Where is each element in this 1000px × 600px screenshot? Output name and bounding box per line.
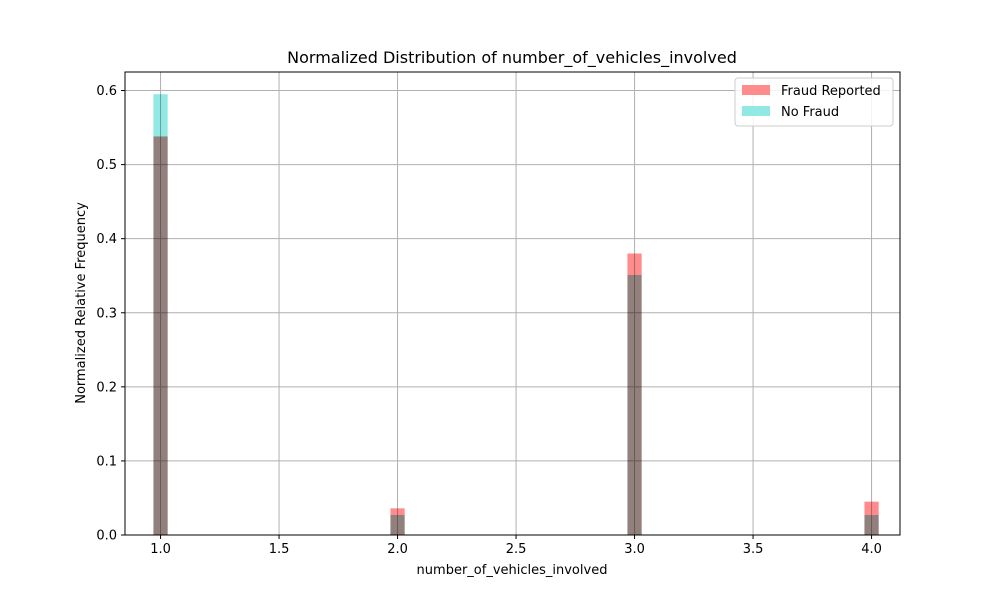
legend-swatch-0 <box>742 85 770 95</box>
y-axis-label: Normalized Relative Frequency <box>74 202 89 404</box>
x-tick-label-1: 1.5 <box>269 542 290 557</box>
y-tick-label-3: 0.3 <box>96 306 117 321</box>
bars <box>153 94 879 536</box>
y-tick-label-2: 0.2 <box>96 380 117 395</box>
x-tick-label-3: 2.5 <box>506 542 527 557</box>
legend-swatch-1 <box>742 106 770 116</box>
legend-label-1: No Fraud <box>781 105 839 120</box>
y-tick-label-0: 0.0 <box>96 529 117 544</box>
axes <box>124 71 901 536</box>
y-tick-label-6: 0.6 <box>96 84 117 99</box>
y-tick-label-1: 0.1 <box>96 454 117 469</box>
y-tick-label-5: 0.5 <box>96 158 117 173</box>
legend-box <box>734 77 894 127</box>
x-tick-label-6: 4.0 <box>861 542 882 557</box>
legend: Fraud Reported No Fraud <box>734 77 894 127</box>
bar-series-1-x-3 <box>627 274 642 535</box>
x-axis-label: number_of_vehicles_involved <box>417 563 608 578</box>
x-tick-label-0: 1.0 <box>150 542 171 557</box>
y-tick-label-4: 0.4 <box>96 232 117 247</box>
chart-title: Normalized Distribution of number_of_veh… <box>287 48 737 68</box>
bar-series-1-x-2 <box>390 514 405 535</box>
bar-series-1-x-4 <box>864 514 879 535</box>
legend-label-0: Fraud Reported <box>781 84 881 99</box>
tick-labels: 1.0 1.5 2.0 2.5 3.0 3.5 4.0 0.0 0.1 0.2 0.3 0.4 0.5 0… <box>96 84 882 557</box>
grid <box>125 72 900 536</box>
x-tick-label-2: 2.0 <box>387 542 408 557</box>
x-tick-label-5: 3.5 <box>743 542 764 557</box>
plot-frame <box>124 71 901 536</box>
bar-series-1-x-1 <box>153 94 168 535</box>
x-tick-label-4: 3.0 <box>624 542 645 557</box>
